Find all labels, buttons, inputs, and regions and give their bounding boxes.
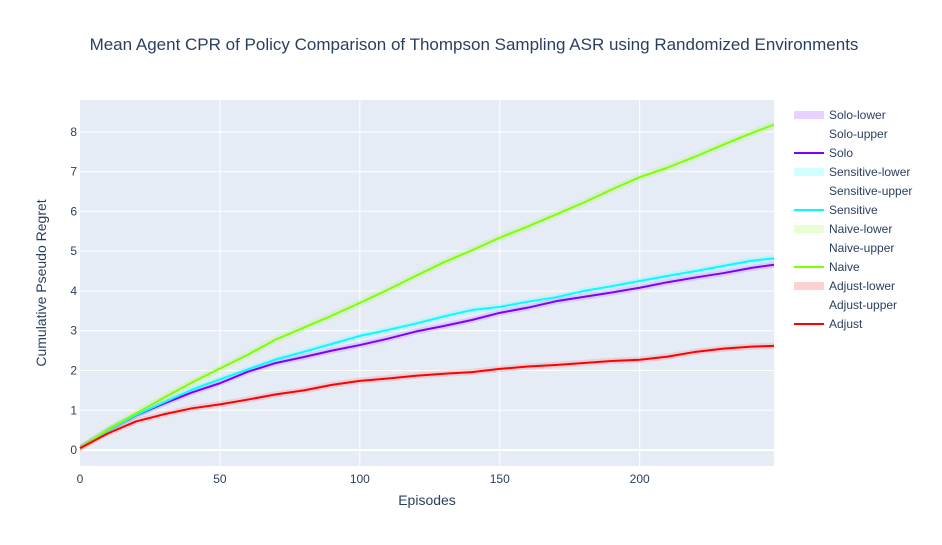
y-tick-label: 2 xyxy=(70,364,77,378)
legend-item-adjust-lower[interactable]: Adjust-lower xyxy=(794,279,895,293)
legend-item-adjust-upper[interactable]: Adjust-upper xyxy=(829,298,897,312)
x-tick-label: 50 xyxy=(213,472,227,486)
legend-label: Naive xyxy=(829,260,860,274)
y-tick-label: 8 xyxy=(70,125,77,139)
x-tick-label: 0 xyxy=(77,472,84,486)
legend-item-adjust[interactable]: Adjust xyxy=(794,317,863,331)
y-axis-title: Cumulative Pseudo Regret xyxy=(33,199,49,366)
legend-item-solo[interactable]: Solo xyxy=(794,146,853,160)
legend-item-sensitive[interactable]: Sensitive xyxy=(794,203,878,217)
y-tick-label: 6 xyxy=(70,204,77,218)
x-tick-label: 150 xyxy=(490,472,510,486)
legend-item-naive[interactable]: Naive xyxy=(794,260,860,274)
legend-label: Adjust-lower xyxy=(829,279,895,293)
y-tick-label: 0 xyxy=(70,443,77,457)
legend[interactable]: Solo-lower Solo-upper Solo Sensitive-lower S… xyxy=(794,108,912,331)
legend-label: Solo-upper xyxy=(829,127,888,141)
legend-label: Naive-lower xyxy=(829,222,892,236)
x-axis-title: Episodes xyxy=(398,492,456,508)
legend-item-naive-lower[interactable]: Naive-lower xyxy=(794,222,892,236)
chart-title: Mean Agent CPR of Policy Comparison of T… xyxy=(90,35,859,54)
legend-item-solo-upper[interactable]: Solo-upper xyxy=(829,127,888,141)
legend-label: Solo xyxy=(829,146,853,160)
legend-label: Sensitive-lower xyxy=(829,165,910,179)
legend-item-solo-lower[interactable]: Solo-lower xyxy=(794,108,886,122)
y-tick-label: 4 xyxy=(70,284,77,298)
legend-swatch xyxy=(794,168,824,176)
legend-swatch xyxy=(794,111,824,119)
legend-item-sensitive-upper[interactable]: Sensitive-upper xyxy=(829,184,912,198)
legend-label: Naive-upper xyxy=(829,241,894,255)
x-tick-label: 100 xyxy=(350,472,370,486)
x-tick-label: 200 xyxy=(630,472,650,486)
y-tick-label: 3 xyxy=(70,324,77,338)
legend-label: Sensitive-upper xyxy=(829,184,912,198)
legend-item-naive-upper[interactable]: Naive-upper xyxy=(829,241,894,255)
legend-label: Solo-lower xyxy=(829,108,886,122)
legend-label: Sensitive xyxy=(829,203,878,217)
y-tick-label: 1 xyxy=(70,403,77,417)
legend-swatch xyxy=(794,282,824,290)
legend-label: Adjust xyxy=(829,317,863,331)
legend-label: Adjust-upper xyxy=(829,298,897,312)
legend-swatch xyxy=(794,225,824,233)
y-tick-label: 7 xyxy=(70,165,77,179)
legend-item-sensitive-lower[interactable]: Sensitive-lower xyxy=(794,165,910,179)
y-tick-label: 5 xyxy=(70,244,77,258)
